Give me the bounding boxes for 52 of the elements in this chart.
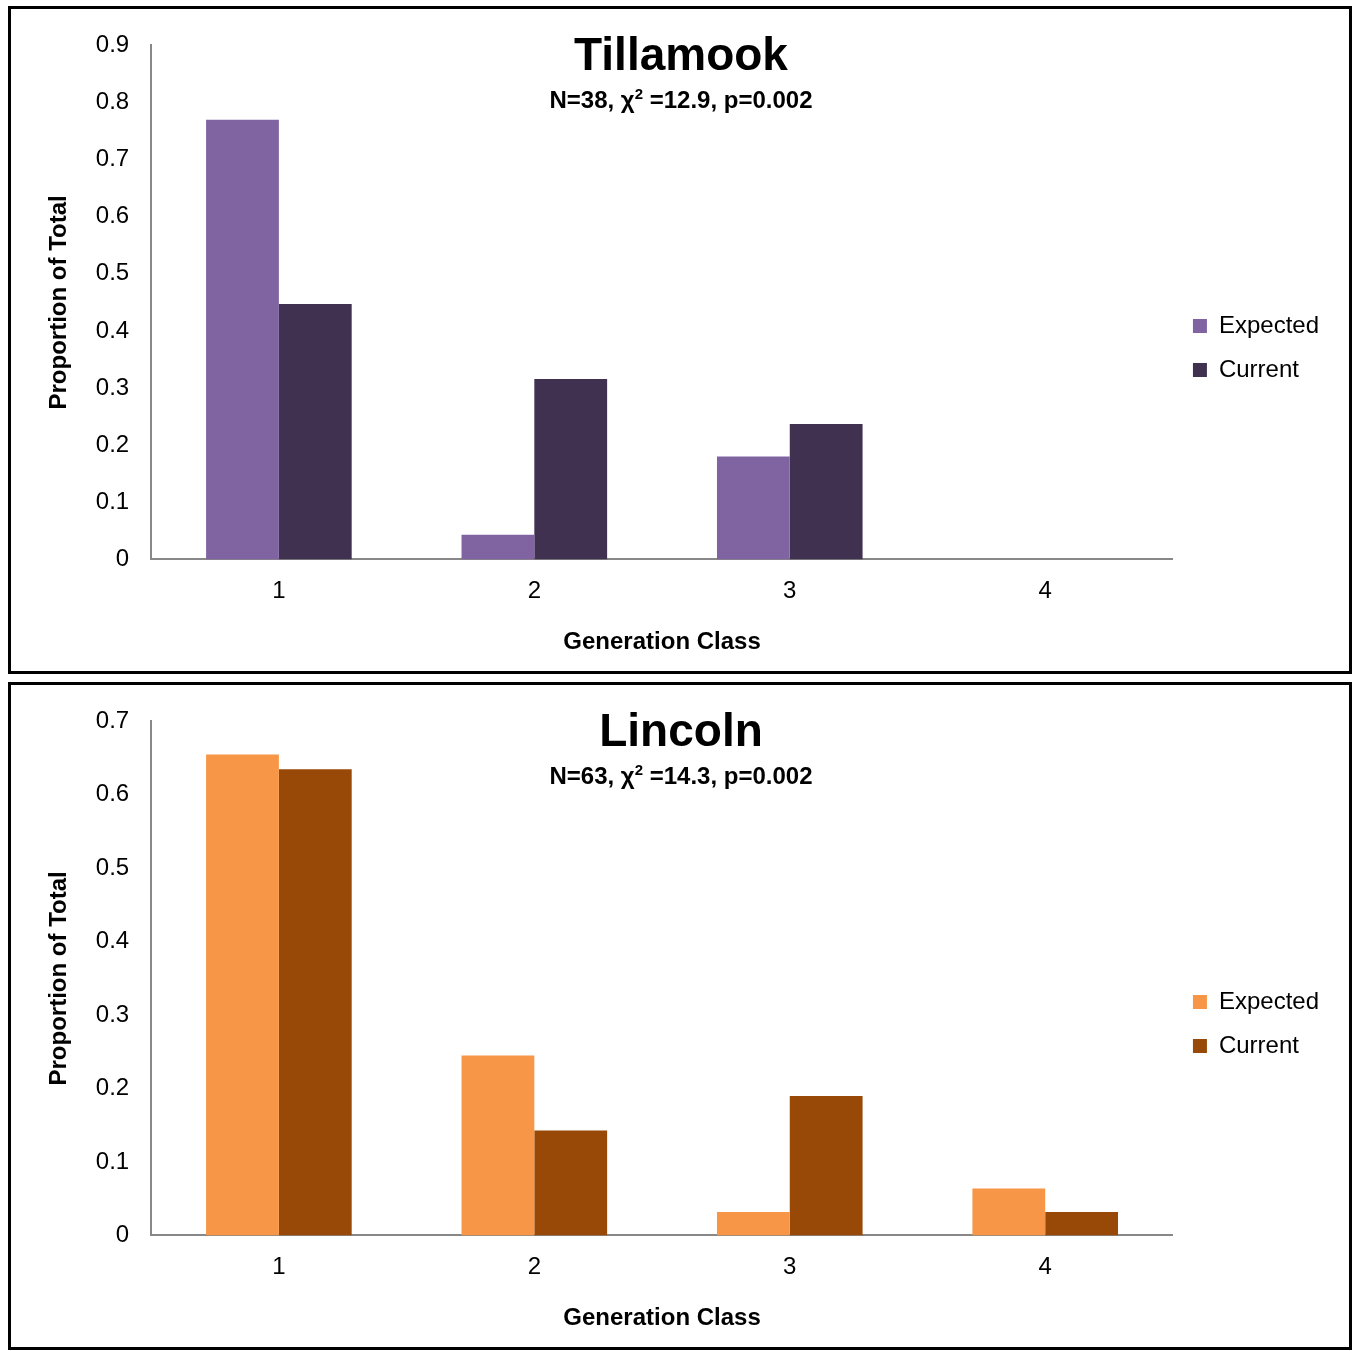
bar <box>716 456 790 560</box>
x-tick-label: 2 <box>527 576 542 604</box>
y-tick-label: 0.3 <box>95 372 130 400</box>
y-tick-label: 0.2 <box>95 1073 130 1101</box>
y-tick-label: 0.9 <box>95 30 130 58</box>
y-tick-label: 0.2 <box>95 429 130 457</box>
x-tick-label: 1 <box>272 576 286 604</box>
y-tick-label: 0 <box>115 1220 130 1248</box>
bar <box>534 378 608 560</box>
y-tick-label: 0.6 <box>95 201 130 229</box>
chart-title: Tillamook <box>574 28 788 80</box>
text: N=63, χ$^{2}$ =14.3, p=0.002 <box>549 761 813 789</box>
x-tick-label: 4 <box>1038 576 1052 604</box>
bar <box>716 1211 790 1236</box>
y-tick-label: 0.5 <box>95 258 130 286</box>
y-tick-label: 0.1 <box>95 486 130 514</box>
bar <box>461 1055 535 1236</box>
x-tick-label: 2 <box>527 1252 542 1280</box>
bar <box>972 1188 1046 1236</box>
bar <box>789 1095 863 1236</box>
y-tick-label: 0.3 <box>95 999 130 1027</box>
y-tick-label: 0.5 <box>95 852 130 880</box>
y-tick-label: 0.8 <box>95 87 130 115</box>
y-axis-title: Proportion of Total <box>44 195 72 410</box>
bar <box>278 769 352 1236</box>
text: N=38, χ$^{2}$ =12.9, p=0.002 <box>549 85 813 113</box>
bar <box>789 424 863 560</box>
y-tick-label: 0 <box>115 544 130 572</box>
bar <box>206 754 279 1236</box>
y-tick-label: 0.4 <box>95 926 130 954</box>
x-tick-label: 1 <box>272 1252 286 1280</box>
bar <box>1045 1211 1119 1236</box>
chart-title: Lincoln <box>599 704 763 756</box>
x-tick-label: 3 <box>783 1252 797 1280</box>
y-tick-label: 0.7 <box>95 144 130 172</box>
bar <box>534 1130 608 1236</box>
y-tick-label: 0.7 <box>95 706 130 734</box>
bar <box>206 119 279 560</box>
legend-label: Expected <box>1218 310 1320 338</box>
x-axis-title: Generation Class <box>563 627 761 655</box>
y-axis-title: Proportion of Total <box>44 871 72 1086</box>
legend-label: Current <box>1218 1030 1300 1058</box>
x-axis-title: Generation Class <box>563 1303 761 1331</box>
y-tick-label: 0.1 <box>95 1146 130 1174</box>
bar <box>278 304 352 560</box>
y-tick-label: 0.4 <box>95 315 130 343</box>
x-tick-label: 4 <box>1038 1252 1052 1280</box>
legend-label: Current <box>1218 354 1300 382</box>
y-tick-label: 0.6 <box>95 779 130 807</box>
bar <box>461 534 535 560</box>
x-tick-label: 3 <box>783 576 797 604</box>
legend-label: Expected <box>1218 986 1320 1014</box>
